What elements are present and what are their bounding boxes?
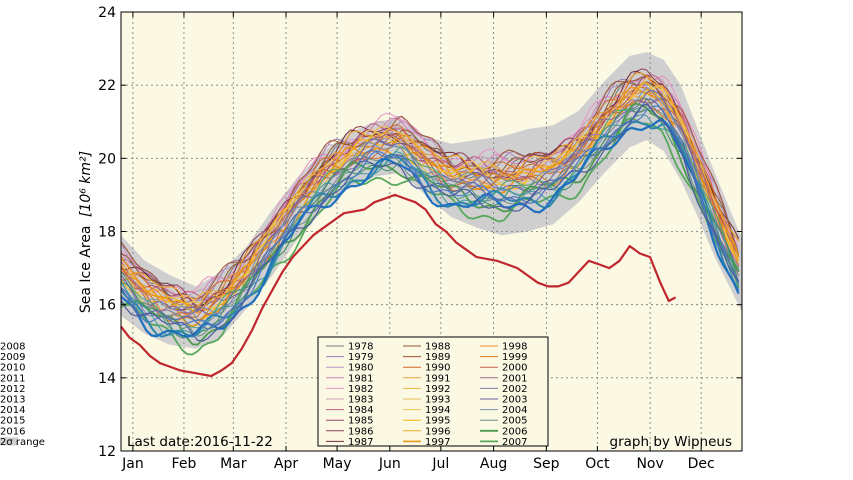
y-axis-title: Sea Ice Area [10⁶ km²] xyxy=(78,151,94,313)
legend-label-1982: 1982 xyxy=(348,384,373,395)
series-line-2013 xyxy=(120,105,740,326)
y-tick-label: 20 xyxy=(98,151,116,167)
series-line-2009 xyxy=(120,104,740,332)
y-tick-label: 24 xyxy=(98,5,116,21)
legend-items: 1978197919801981198219831984198519861987… xyxy=(0,342,527,448)
legend-box xyxy=(317,336,549,447)
y-tick-label: 22 xyxy=(98,78,116,94)
credit-note: graph by Wipneus xyxy=(610,434,732,450)
y-axis-unit: [10⁶ km²] xyxy=(78,151,94,217)
x-tick-label: Mar xyxy=(220,456,247,472)
legend-label-2001: 2001 xyxy=(502,373,527,384)
legend-label-1989: 1989 xyxy=(425,352,450,363)
y-tick-label: 16 xyxy=(98,298,116,314)
legend-label-1994: 1994 xyxy=(425,405,450,416)
legend-label-1983: 1983 xyxy=(348,395,373,406)
legend-label-2000: 2000 xyxy=(502,363,527,374)
series-line-2011 xyxy=(120,120,740,338)
tick-layer xyxy=(121,11,742,452)
legend-label-1987: 1987 xyxy=(348,437,373,448)
legend-label-1993: 1993 xyxy=(425,395,450,406)
legend-label-1984: 1984 xyxy=(348,405,373,416)
legend-label-1986: 1986 xyxy=(348,426,373,437)
legend-label-2016: 2016 xyxy=(0,426,25,437)
y-tick-labels: 12 14 16 18 20 22 24 xyxy=(98,5,116,460)
legend-label-1999: 1999 xyxy=(502,352,527,363)
legend-label-2011: 2011 xyxy=(0,373,25,384)
x-tick-label: Dec xyxy=(688,456,715,472)
y-tick-label: 18 xyxy=(98,225,116,241)
x-tick-label: Sep xyxy=(533,456,560,472)
legend-label-1979: 1979 xyxy=(348,352,373,363)
legend-label-2004: 2004 xyxy=(502,405,527,416)
legend-label-1980: 1980 xyxy=(348,363,373,374)
x-tick-label: Jun xyxy=(378,456,401,472)
legend-label-1985: 1985 xyxy=(348,416,373,427)
x-tick-label: Apr xyxy=(274,456,298,472)
legend-label-2013: 2013 xyxy=(0,395,25,406)
x-tick-label: Oct xyxy=(585,456,610,472)
y-axis-label: Sea Ice Area xyxy=(78,225,94,313)
x-tick-label: Feb xyxy=(172,456,197,472)
legend-label-1981: 1981 xyxy=(348,373,373,384)
x-tick-label: May xyxy=(323,456,352,472)
x-tick-label: Jul xyxy=(431,456,449,472)
series-line-2006 xyxy=(120,102,740,346)
x-tick-label: Aug xyxy=(480,456,507,472)
series-line-2012 xyxy=(120,118,740,338)
legend-swatch-band xyxy=(0,437,18,446)
legend-label-2007: 2007 xyxy=(502,437,527,448)
legend-label-2009: 2009 xyxy=(0,352,25,363)
x-tick-label: Nov xyxy=(636,456,663,472)
legend-label-2003: 2003 xyxy=(502,395,527,406)
series-line-2003 xyxy=(120,89,740,316)
series-line-1988 xyxy=(120,81,740,311)
legend-label-2015: 2015 xyxy=(0,416,25,427)
legend-label-1988: 1988 xyxy=(425,342,450,353)
legend-label-1990: 1990 xyxy=(425,363,450,374)
series-line-1998 xyxy=(120,88,740,317)
series-line-1986 xyxy=(120,68,739,309)
series-line-2016 xyxy=(120,193,677,378)
legend-label-band: 2σ range xyxy=(0,437,45,448)
legend-label-2002: 2002 xyxy=(502,384,527,395)
series-line-2010 xyxy=(120,114,740,336)
y-tick-label: 12 xyxy=(98,444,116,460)
x-tick-label: Jan xyxy=(121,456,144,472)
legend-label-1995: 1995 xyxy=(425,416,450,427)
series-line-1996 xyxy=(120,72,740,314)
legend-label-2005: 2005 xyxy=(502,416,527,427)
legend: 1978197919801981198219831984198519861987… xyxy=(0,336,549,448)
series-line-2015 xyxy=(120,103,740,342)
legend-label-1996: 1996 xyxy=(425,426,450,437)
legend-label-2014: 2014 xyxy=(0,405,25,416)
legend-label-1997: 1997 xyxy=(425,437,450,448)
x-tick-labels: Jan Feb Mar Apr May Jun Jul Aug Sep Oct Nov Dec xyxy=(121,456,715,472)
legend-label-1992: 1992 xyxy=(425,384,450,395)
legend-label-1978: 1978 xyxy=(348,342,373,353)
series-layer xyxy=(120,68,740,378)
last-date-note: Last date:2016-11-22 xyxy=(127,434,273,450)
series-line-1989 xyxy=(120,75,740,303)
legend-label-1991: 1991 xyxy=(425,373,450,384)
legend-label-2008: 2008 xyxy=(0,342,25,353)
legend-label-1998: 1998 xyxy=(502,342,527,353)
series-line-2001 xyxy=(120,96,740,314)
legend-label-2012: 2012 xyxy=(0,384,25,395)
legend-label-2006: 2006 xyxy=(502,426,527,437)
y-tick-label: 14 xyxy=(98,371,116,387)
legend-label-2010: 2010 xyxy=(0,363,25,374)
